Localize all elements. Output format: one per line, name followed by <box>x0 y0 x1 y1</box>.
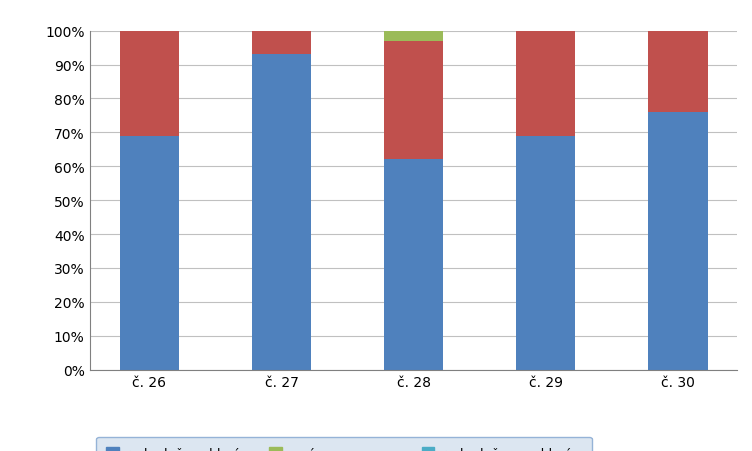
Bar <box>120 137 179 370</box>
Bar <box>252 55 311 370</box>
Bar <box>516 137 575 370</box>
Bar <box>384 42 444 160</box>
Bar <box>648 113 708 370</box>
Bar <box>384 160 444 370</box>
Bar <box>516 32 575 137</box>
Bar <box>648 32 708 113</box>
Bar <box>384 32 444 42</box>
Legend: rozhodně souhlasím, spíše souhlasím, nevím, spíše nesouhlasím, rozhodně nesouhla: rozhodně souhlasím, spíše souhlasím, nev… <box>96 437 592 451</box>
Bar <box>252 32 311 55</box>
Bar <box>120 32 179 137</box>
